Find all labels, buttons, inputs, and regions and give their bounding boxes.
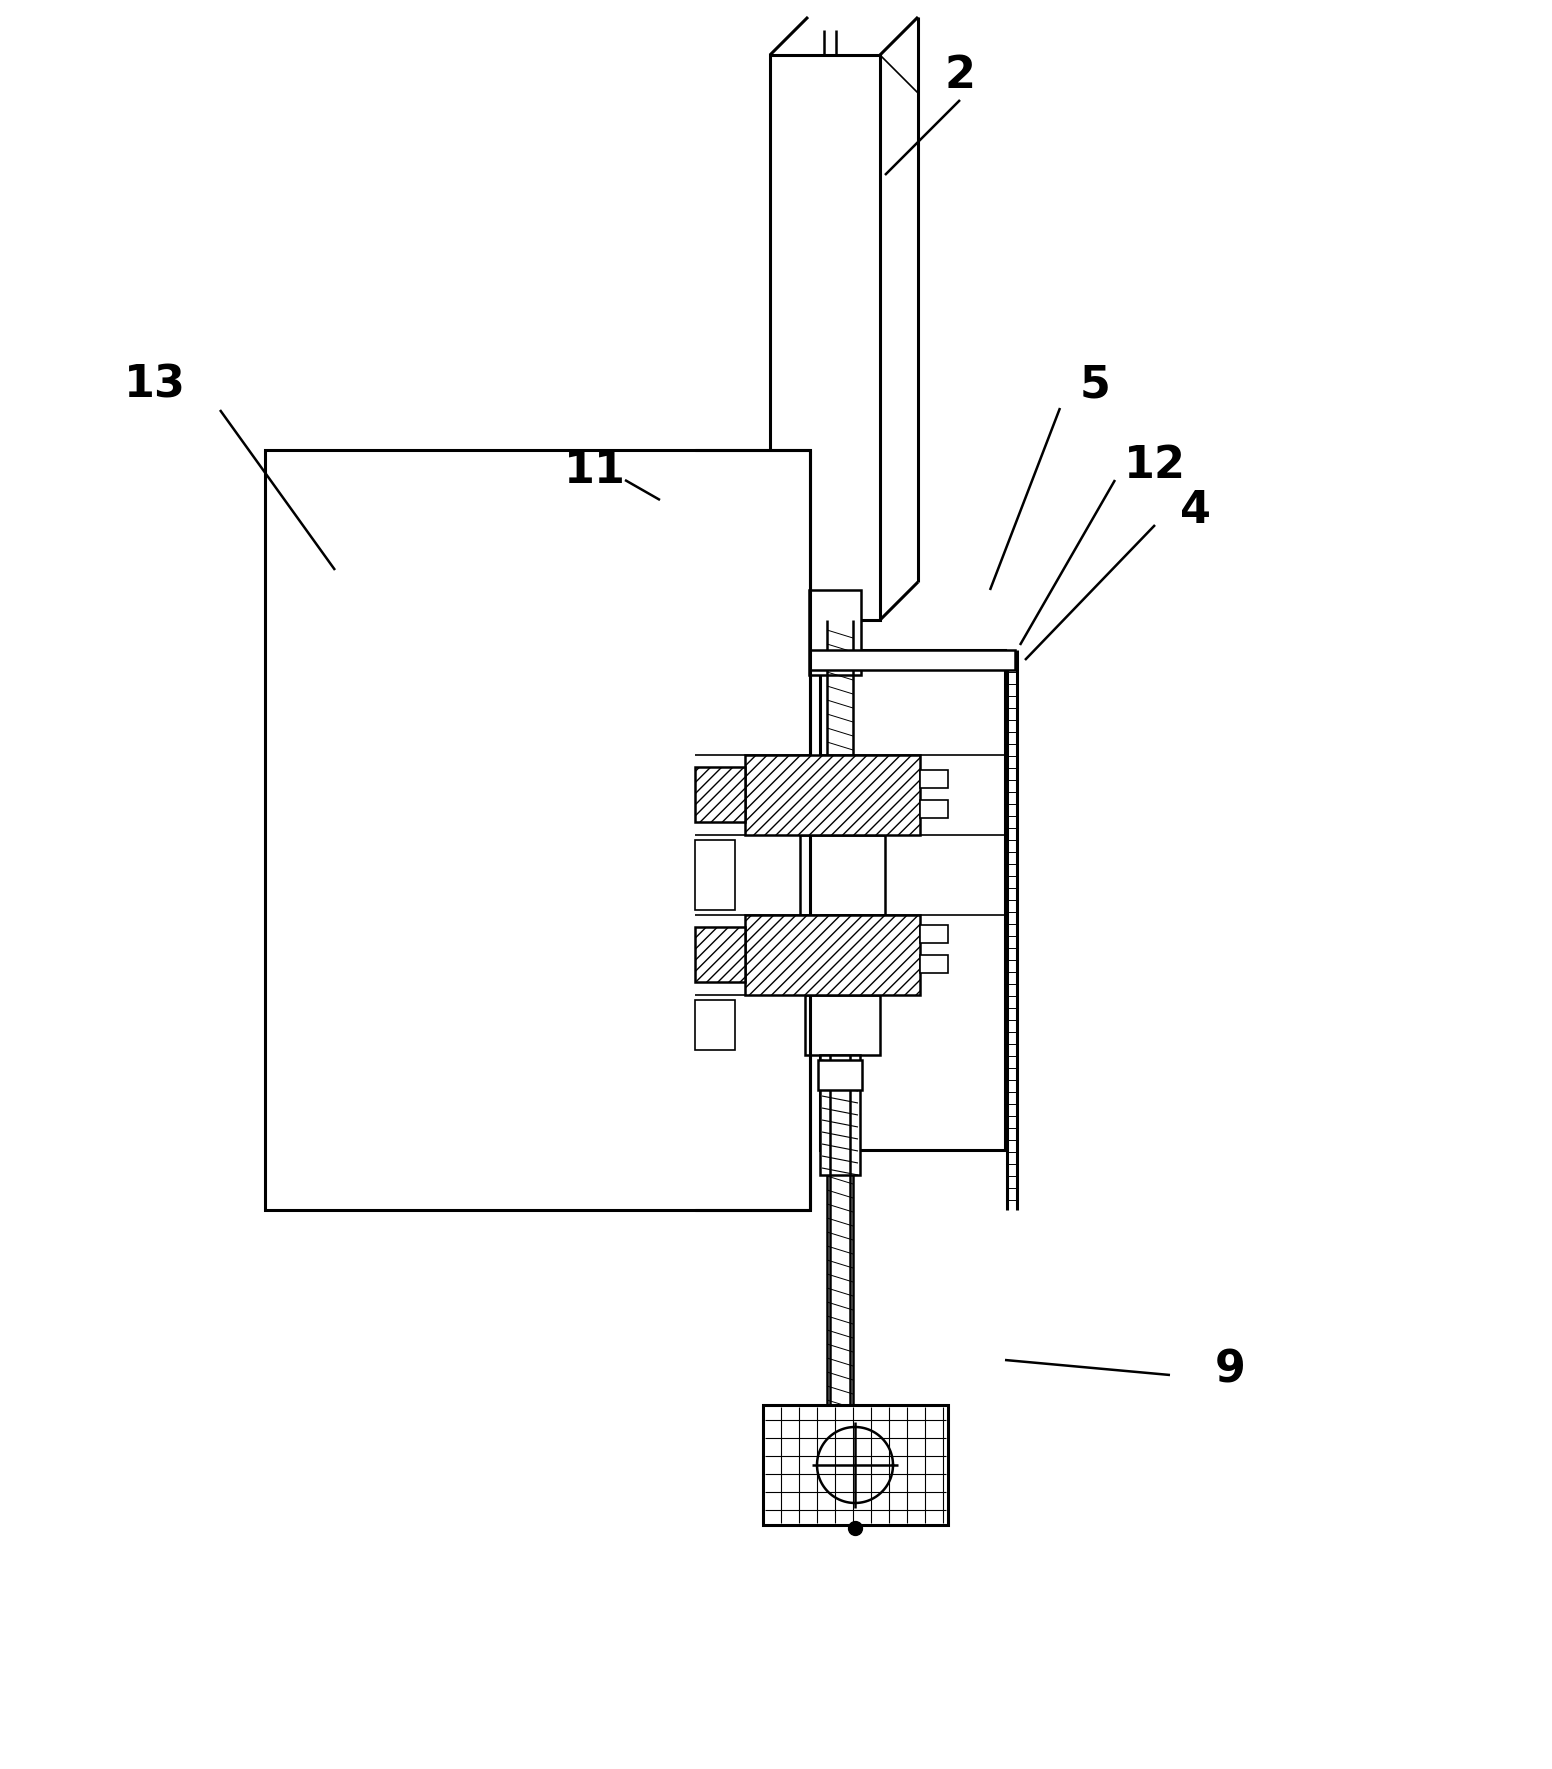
Text: 2: 2: [945, 53, 976, 97]
Bar: [745, 915, 920, 994]
Bar: [920, 800, 948, 817]
Text: 13: 13: [124, 363, 186, 407]
Bar: [810, 649, 1015, 670]
Bar: [920, 770, 948, 787]
Bar: [695, 927, 745, 982]
Bar: [920, 925, 948, 943]
Bar: [920, 955, 948, 973]
Bar: [764, 1405, 948, 1525]
Bar: [695, 768, 745, 823]
Bar: [805, 994, 880, 1054]
Bar: [265, 449, 810, 1210]
Bar: [818, 1060, 861, 1090]
Text: 11: 11: [563, 449, 625, 492]
Text: 5: 5: [1080, 363, 1110, 407]
Bar: [695, 840, 736, 909]
Bar: [770, 55, 880, 619]
Bar: [745, 755, 920, 835]
Bar: [695, 999, 736, 1051]
Text: 4: 4: [1180, 488, 1211, 531]
Text: 9: 9: [1215, 1348, 1245, 1392]
Bar: [799, 835, 885, 915]
Bar: [809, 591, 861, 676]
Bar: [819, 1054, 860, 1175]
Bar: [819, 649, 1006, 1150]
Text: 12: 12: [1124, 444, 1186, 486]
